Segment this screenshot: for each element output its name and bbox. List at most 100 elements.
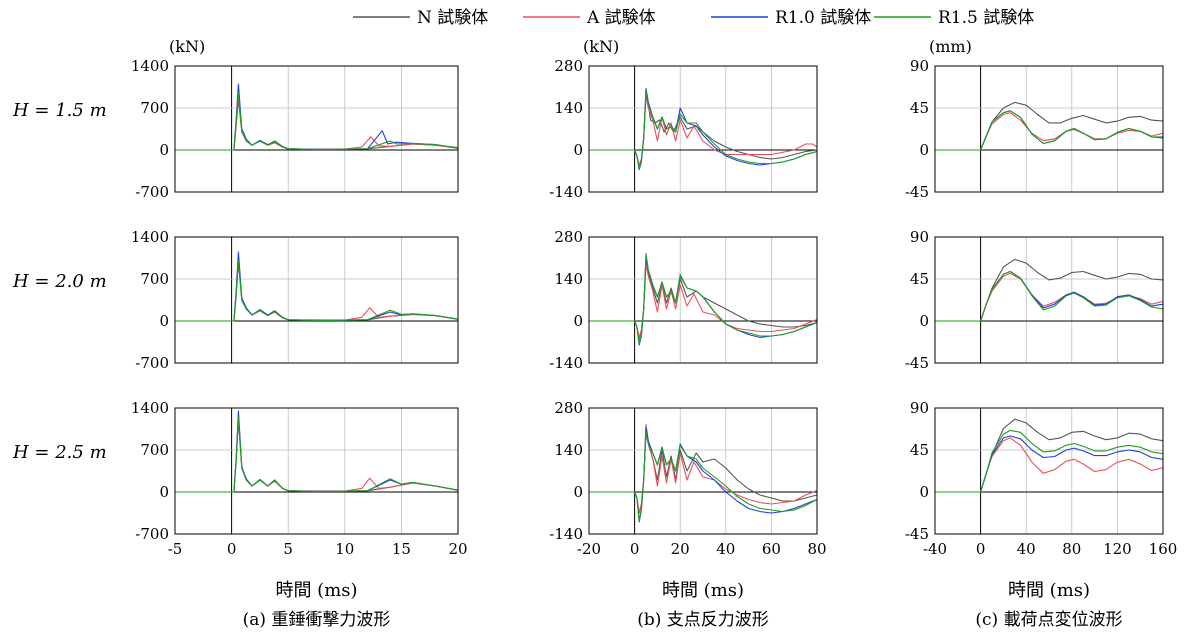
x-tick-label-2: 40: [1017, 540, 1036, 558]
panel-b-1: -140 0 140 280(kN): [549, 37, 818, 201]
y-tick-label-2: 700: [140, 270, 169, 288]
y-tick-label-2: 45: [910, 99, 929, 117]
legend-label-3: R1.5 試験体: [938, 8, 1034, 28]
x-tick-label-2: 20: [671, 540, 690, 558]
y-tick-label-1: 0: [919, 483, 929, 501]
y-tick-label-2: 700: [140, 441, 169, 459]
panel-c-2: -45 0 45 90: [905, 228, 1164, 372]
x-axis-label-2: 時間 (ms): [1008, 580, 1090, 601]
x-tick-label-0: -40: [923, 540, 947, 558]
y-tick-label-0: -700: [135, 354, 169, 372]
series-line-0: [175, 98, 459, 151]
y-tick-label-0: -45: [905, 354, 929, 372]
y-tick-label-1: 0: [919, 141, 929, 159]
series-line-3: [175, 260, 459, 322]
panel-b-2: -140 0 140 280: [549, 228, 818, 372]
series-line-3: [589, 252, 818, 345]
x-tick-label-1: 0: [227, 540, 237, 558]
panel-a-2: -700 0 700 1400: [131, 228, 459, 372]
y-tick-label-1: 0: [159, 483, 169, 501]
series-line-2: [175, 251, 459, 322]
y-tick-label-0: -700: [135, 183, 169, 201]
y-tick-label-3: 280: [554, 399, 583, 417]
y-tick-label-2: 140: [554, 441, 583, 459]
series-line-1: [935, 272, 1164, 322]
series-line-2: [175, 83, 459, 151]
legend-label-0: N 試験体: [417, 8, 488, 28]
series-line-0: [935, 418, 1164, 493]
y-tick-label-3: 1400: [131, 399, 169, 417]
series-line-3: [175, 416, 459, 493]
y-tick-label-2: 45: [910, 441, 929, 459]
legend: N 試験体 A 試験体 R1.0 試験体 R1.5 試験体: [353, 8, 1034, 28]
y-tick-label-3: 1400: [131, 57, 169, 75]
series-line-3: [589, 90, 818, 169]
y-tick-label-0: -140: [549, 525, 583, 543]
series-line-0: [175, 419, 459, 493]
plot-frame: [934, 236, 1164, 364]
y-unit-label: (kN): [169, 37, 205, 56]
series-line-1: [935, 112, 1164, 151]
x-tick-label-0: -5: [168, 540, 183, 558]
x-tick-label-5: 20: [448, 540, 467, 558]
legend-label-1: A 試験体: [586, 8, 656, 28]
series-line-1: [589, 423, 818, 514]
y-tick-label-0: -45: [905, 183, 929, 201]
y-tick-label-2: 700: [140, 99, 169, 117]
plot-frame: [588, 407, 818, 535]
series-line-1: [935, 437, 1164, 493]
plot-frame: [174, 236, 459, 364]
series-line-2: [589, 426, 818, 523]
plot-frame: [934, 407, 1164, 535]
x-tick-label-5: 80: [807, 540, 826, 558]
y-tick-label-3: 280: [554, 57, 583, 75]
series-line-2: [589, 255, 818, 346]
y-tick-label-2: 140: [554, 270, 583, 288]
series-line-3: [935, 270, 1164, 322]
series-line-3: [935, 429, 1164, 493]
x-tick-label-1: 0: [630, 540, 640, 558]
panel-c-3: -45 0 45 90 -40 0 40 80 120 160: [905, 399, 1177, 558]
y-tick-label-2: 45: [910, 270, 929, 288]
series-line-1: [589, 95, 818, 166]
panel-c-1: -45 0 45 90(mm): [905, 37, 1164, 201]
y-tick-label-1: 0: [573, 141, 583, 159]
x-tick-label-5: 160: [1149, 540, 1178, 558]
series-line-3: [589, 431, 818, 522]
y-tick-label-0: -700: [135, 525, 169, 543]
y-unit-label: (kN): [583, 37, 619, 56]
y-tick-label-0: -45: [905, 525, 929, 543]
series-line-0: [935, 258, 1164, 322]
row-labels: H = 1.5 m H = 2.0 m H = 2.5 m: [12, 100, 107, 463]
series-line-3: [175, 92, 459, 151]
y-tick-label-1: 0: [159, 312, 169, 330]
x-tick-label-3: 10: [335, 540, 354, 558]
series-line-0: [589, 431, 818, 514]
y-tick-label-3: 90: [910, 228, 929, 246]
x-tick-label-0: -20: [577, 540, 601, 558]
x-tick-label-4: 15: [392, 540, 411, 558]
y-tick-label-3: 90: [910, 57, 929, 75]
plot-frame: [588, 65, 818, 193]
series-line-1: [175, 254, 459, 322]
x-tick-label-2: 5: [283, 540, 293, 558]
series-line-0: [935, 101, 1164, 151]
series-line-3: [935, 110, 1163, 151]
y-tick-label-1: 0: [159, 141, 169, 159]
panel-a-3: -700 0 700 1400 -5 0 5 10 15 20: [131, 399, 468, 558]
column-caption-0: (a) 重錘衝撃力波形: [243, 610, 391, 630]
plot-frame: [174, 407, 459, 535]
plot-frame: [174, 65, 459, 193]
series-line-0: [589, 260, 818, 340]
y-tick-label-0: -140: [549, 183, 583, 201]
series-line-1: [175, 95, 459, 151]
panel-b-3: -140 0 140 280 -20 0 20 40 60 80: [549, 399, 826, 558]
column-caption-1: (b) 支点反力波形: [637, 610, 769, 630]
y-tick-label-1: 0: [919, 312, 929, 330]
column-caption-2: (c) 載荷点変位波形: [975, 610, 1122, 630]
y-tick-label-3: 90: [910, 399, 929, 417]
row-label-1: H = 2.0 m: [12, 271, 107, 292]
y-tick-label-3: 280: [554, 228, 583, 246]
